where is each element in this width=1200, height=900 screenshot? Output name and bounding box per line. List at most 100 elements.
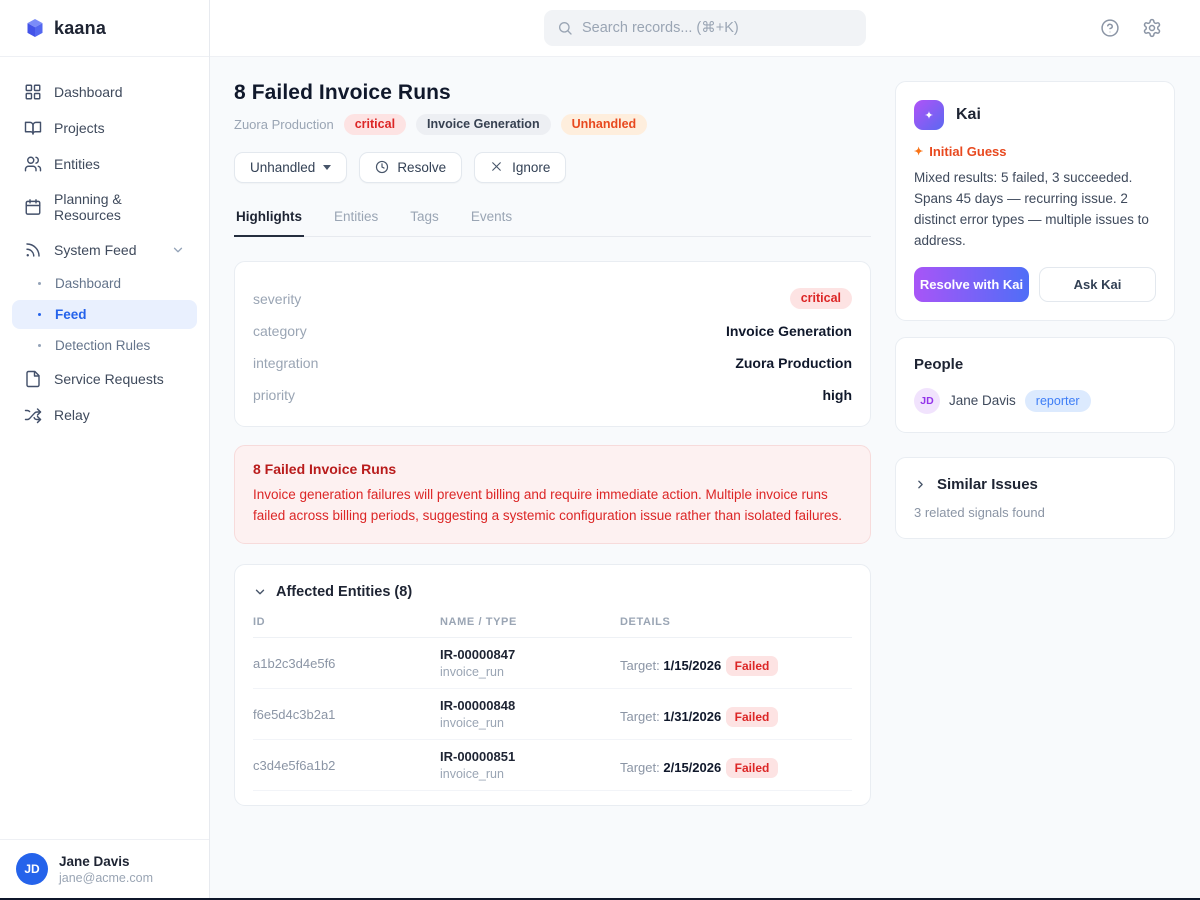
kai-assistant-card: ✦ Kai ✦ Initial Guess Mixed results: 5 f… [895,81,1175,321]
search-input[interactable] [582,20,853,36]
severity-badge: critical [343,114,407,135]
brand-logo-area[interactable]: kaana [0,0,209,57]
sidebar-item-dashboard[interactable]: Dashboard [12,75,197,109]
alert-body: Invoice generation failures will prevent… [253,486,843,523]
bullet-dot-icon [38,344,41,347]
details-card: severity critical category Invoice Gener… [234,260,871,427]
topbar [210,0,1200,57]
similar-issues-card: Similar Issues 3 related signals found [895,456,1175,539]
sidebar-item-system-feed[interactable]: System Feed [12,233,197,267]
target-label: Target: [620,759,660,775]
avatar: JD [914,387,940,414]
sidebar-subitem-label: Feed [55,307,87,322]
sidebar-subitem-label: Dashboard [55,276,122,291]
target-label: Target: [620,657,660,673]
main-area: 8 Failed Invoice Runs Zuora Production c… [210,0,1200,898]
sidebar-item-label: Entities [54,156,100,172]
entity-name-type: IR-00000848 invoice_run [440,698,620,730]
caret-down-icon [323,164,332,170]
kai-summary: Mixed results: 5 failed, 3 succeeded. Sp… [914,170,1149,248]
bullet-dot-icon [38,282,41,285]
entity-details: Target: 1/31/2026 Failed [620,702,852,727]
tab-tags[interactable]: Tags [410,208,439,224]
person-row[interactable]: JD Jane Davis reporter [914,387,1156,414]
sidebar-item-label: System Feed [54,242,137,258]
entity-id: f6e5d4c3b2a1 [253,706,336,722]
affected-entities-toggle[interactable]: Affected Entities (8) [253,584,852,600]
sidebar-item-planning[interactable]: Planning & Resources [12,183,197,231]
column-header-name-type: NAME / TYPE [440,616,517,629]
chevron-down-icon [173,247,183,253]
table-row[interactable]: c3d4e5f6a1b2 IR-00000851 invoice_run Tar… [253,740,852,792]
status-dropdown-button[interactable]: Unhandled [234,151,348,183]
entity-type: invoice_run [440,665,504,680]
brand-name: kaana [54,17,107,38]
table-row[interactable]: a1b2c3d4e5f6 IR-00000847 invoice_run Tar… [253,638,852,690]
entity-name-type: IR-00000847 invoice_run [440,647,620,679]
sidebar-subitem-dashboard[interactable]: Dashboard [12,269,197,298]
guess-label: Initial Guess [929,144,1007,159]
tab-bar: Highlights Entities Tags Events [234,209,871,237]
detail-row-priority: priority high [253,379,852,411]
affected-entities-card: Affected Entities (8) ID NAME / TYPE DET… [234,564,871,807]
detail-row-category: category Invoice Generation [253,315,852,347]
sidebar-subitem-detection-rules[interactable]: Detection Rules [12,331,197,360]
entities-table: ID NAME / TYPE DETAILS a1b2c3d4e5f6 IR-0… [253,616,852,792]
kai-initial-guess-label: ✦ Initial Guess [914,144,1156,159]
sidebar-subitem-feed[interactable]: Feed [12,300,197,329]
clock-icon [375,160,389,174]
book-icon [24,119,42,137]
topbar-icons [1100,18,1200,38]
chevron-right-icon [918,480,923,489]
tab-entities[interactable]: Entities [334,208,379,224]
critical-alert-card: 8 Failed Invoice Runs Invoice generation… [234,444,871,545]
tab-highlights[interactable]: Highlights [234,209,304,237]
bullet-dot-icon [38,313,41,316]
sidebar-item-projects[interactable]: Projects [12,111,197,145]
sidebar-item-relay[interactable]: Relay [12,398,197,432]
ask-kai-button[interactable]: Ask Kai [1039,266,1156,302]
detail-label: category [253,322,307,339]
sidebar-item-label: Relay [54,407,90,423]
issue-meta-row: Zuora Production critical Invoice Genera… [234,114,871,135]
column-header-id: ID [253,616,266,629]
role-badge: reporter [1024,389,1091,412]
detail-label: priority [253,386,296,403]
tab-events[interactable]: Events [470,208,513,224]
sidebar-item-service-requests[interactable]: Service Requests [12,362,197,396]
kai-buttons: Resolve with Kai Ask Kai [914,266,1156,302]
people-card: People JD Jane Davis reporter [895,336,1175,433]
resolve-button-label: Resolve [397,159,447,175]
entity-details: Target: 1/15/2026 Failed [620,651,852,676]
similar-issues-toggle[interactable]: Similar Issues [914,476,1156,493]
right-rail: ✦ Kai ✦ Initial Guess Mixed results: 5 f… [895,81,1175,874]
search-icon [557,20,573,36]
chevron-down-icon [255,589,265,595]
search-box[interactable] [544,10,866,46]
user-name: Jane Davis [59,853,130,869]
column-header-details: DETAILS [620,616,671,629]
sidebar-subitem-label: Detection Rules [55,338,151,353]
integration-label: Zuora Production [234,116,334,132]
target-date: 1/31/2026 [663,708,722,724]
detail-label: integration [253,354,319,371]
failed-status-pill: Failed [725,655,779,676]
entity-type: invoice_run [440,767,504,782]
help-icon[interactable] [1100,18,1120,38]
sidebar-item-entities[interactable]: Entities [12,147,197,181]
action-row: Unhandled Resolve Ignore [234,151,871,183]
current-user-chip[interactable]: JD Jane Davis jane@acme.com [0,839,209,898]
resolve-with-kai-button[interactable]: Resolve with Kai [914,266,1029,302]
resolve-button[interactable]: Resolve [359,151,463,183]
ignore-button[interactable]: Ignore [474,151,567,183]
sidebar: kaana Dashboard Projects Entities [0,0,210,898]
detail-value-badge: critical [789,288,852,309]
table-row[interactable]: f6e5d4c3b2a1 IR-00000848 invoice_run Tar… [253,689,852,741]
x-icon [490,160,504,174]
users-icon [24,155,42,173]
table-header-row: ID NAME / TYPE DETAILS [253,616,852,639]
gear-icon[interactable] [1142,18,1162,38]
similar-issues-title: Similar Issues [937,475,1038,493]
detail-value: Invoice Generation [725,322,852,339]
target-date: 2/15/2026 [663,759,722,775]
